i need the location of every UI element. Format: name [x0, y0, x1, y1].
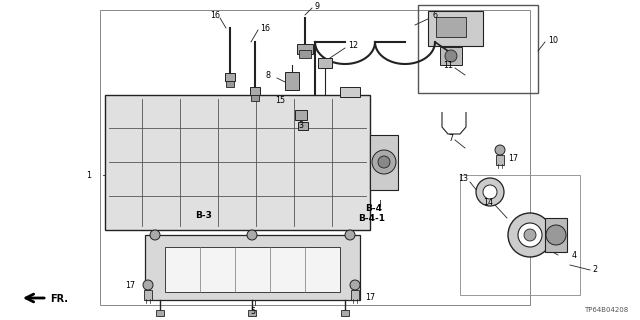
- Bar: [545, 218, 567, 252]
- Circle shape: [508, 213, 552, 257]
- Bar: [436, 17, 466, 37]
- Text: FR.: FR.: [50, 294, 68, 304]
- Bar: [351, 290, 359, 300]
- Bar: [105, 95, 370, 230]
- Circle shape: [524, 229, 536, 241]
- Circle shape: [150, 230, 160, 240]
- Text: B-4: B-4: [365, 204, 382, 212]
- Text: 16: 16: [210, 11, 220, 20]
- Bar: [299, 50, 311, 58]
- Circle shape: [483, 185, 497, 199]
- Text: 13: 13: [458, 173, 468, 182]
- Text: TP64B04208: TP64B04208: [584, 307, 628, 313]
- Text: 7: 7: [448, 133, 453, 142]
- Bar: [428, 11, 483, 46]
- Bar: [250, 87, 260, 95]
- Bar: [251, 95, 259, 101]
- Bar: [418, 5, 538, 93]
- Text: 8: 8: [265, 70, 270, 79]
- Text: 9: 9: [314, 2, 319, 11]
- Circle shape: [476, 178, 504, 206]
- Circle shape: [495, 145, 505, 155]
- Circle shape: [372, 150, 396, 174]
- Text: 1: 1: [86, 171, 91, 180]
- Bar: [165, 247, 340, 292]
- Bar: [318, 58, 332, 68]
- Circle shape: [445, 50, 457, 62]
- Circle shape: [350, 280, 360, 290]
- Text: 2: 2: [592, 266, 597, 275]
- Text: 14: 14: [483, 197, 493, 206]
- Bar: [295, 110, 307, 120]
- Text: 4: 4: [572, 251, 577, 260]
- Bar: [144, 290, 152, 300]
- Circle shape: [247, 230, 257, 240]
- Text: 17: 17: [125, 281, 135, 290]
- Bar: [248, 310, 256, 316]
- Circle shape: [345, 230, 355, 240]
- Text: 3: 3: [298, 121, 303, 130]
- Bar: [440, 47, 462, 65]
- Text: B-3: B-3: [195, 211, 212, 220]
- Circle shape: [378, 156, 390, 168]
- Bar: [370, 135, 398, 190]
- Text: 5: 5: [250, 308, 255, 316]
- Text: 6: 6: [432, 11, 437, 20]
- Bar: [285, 72, 299, 90]
- Bar: [340, 87, 360, 97]
- Circle shape: [143, 280, 153, 290]
- Bar: [225, 73, 235, 81]
- Bar: [297, 44, 313, 54]
- Text: 17: 17: [365, 293, 375, 302]
- Text: 16: 16: [260, 23, 270, 33]
- Bar: [145, 235, 360, 300]
- Bar: [460, 175, 580, 295]
- Text: B-4-1: B-4-1: [358, 213, 385, 222]
- Bar: [226, 81, 234, 87]
- Circle shape: [546, 225, 566, 245]
- Bar: [496, 155, 504, 165]
- Text: 12: 12: [348, 41, 358, 50]
- Bar: [100, 10, 530, 305]
- Bar: [156, 310, 164, 316]
- Text: 11: 11: [443, 60, 453, 69]
- Text: 10: 10: [548, 36, 558, 44]
- Circle shape: [518, 223, 542, 247]
- Text: 17: 17: [508, 154, 518, 163]
- Bar: [298, 122, 308, 130]
- Bar: [341, 310, 349, 316]
- Text: 15: 15: [275, 95, 285, 105]
